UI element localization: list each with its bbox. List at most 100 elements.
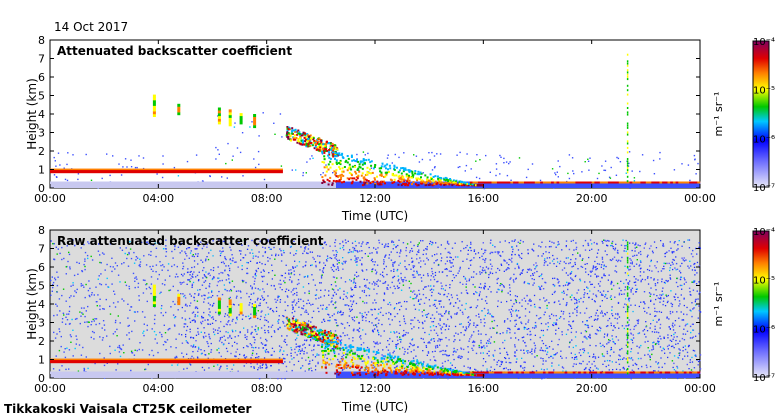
ground-layer [310,181,314,188]
noise-speck [673,347,675,349]
noise-speck [615,174,618,176]
noise-speck [509,331,511,334]
noise-speck [134,349,136,351]
noise-speck [539,317,542,319]
noise-speck [582,258,584,260]
noise-speck [574,377,576,379]
noise-speck [602,344,604,346]
noise-speck [382,276,385,278]
noise-speck [489,171,491,173]
cloud-cell [324,147,327,150]
noise-speck [534,268,536,270]
noise-speck [89,287,91,290]
noise-speck [514,352,516,354]
noise-speck [580,363,582,365]
noise-speck [631,261,633,263]
noise-speck [244,254,247,256]
noise-speck [506,174,509,177]
noise-speck [286,335,288,337]
noise-speck [165,245,167,247]
vertical-streak [626,75,629,78]
noise-speck [577,289,580,291]
noise-speck [532,327,534,329]
noise-speck [522,241,524,243]
noise-speck [228,290,231,292]
noise-speck [629,328,632,331]
noise-speck [72,284,74,286]
noise-speck [690,331,692,334]
noise-speck [357,275,360,277]
noise-speck [171,364,173,366]
cloud-cell [380,165,383,168]
noise-speck [287,305,289,307]
noise-speck [58,369,61,371]
noise-speck [484,259,486,261]
noise-speck [610,298,613,300]
noise-speck [542,360,545,362]
noise-speck [184,294,186,297]
noise-speck [98,322,101,325]
noise-speck [439,319,441,321]
noise-speck [429,342,431,344]
noise-speck [57,152,60,154]
noise-speck [173,317,176,319]
noise-speck [629,187,631,189]
noise-speck [683,328,685,330]
noise-speck [235,322,237,324]
noise-speck [624,289,626,291]
noise-speck [218,273,220,275]
noise-speck [346,297,348,299]
noise-speck [340,335,342,338]
noise-speck [237,266,239,268]
noise-speck [499,254,501,257]
ground-layer [553,181,558,188]
noise-speck [376,363,379,366]
noise-speck [144,316,146,318]
vertical-streak [626,73,629,76]
noise-speck [674,299,676,301]
noise-speck [585,330,588,333]
ground-layer [141,181,145,188]
noise-speck [150,250,152,253]
cloud-cell [393,174,396,177]
noise-speck [669,352,671,354]
noise-speck [183,326,185,328]
noise-speck [355,261,357,263]
noise-speck [124,252,126,255]
cloud-cell [341,156,344,159]
noise-speck [122,344,124,346]
noise-speck [403,318,405,320]
noise-speck [292,306,294,308]
noise-speck [439,300,441,302]
noise-speck [387,288,389,290]
noise-speck [161,243,164,245]
noise-speck [68,253,71,256]
noise-speck [237,290,240,292]
noise-speck [245,281,247,284]
noise-speck [141,241,143,244]
noise-speck [561,366,564,368]
noise-speck [446,240,449,243]
cloud-cell [329,147,332,150]
ground-layer [349,181,353,188]
cloud-cell [338,162,340,165]
noise-speck [587,242,589,245]
noise-speck [515,323,517,325]
noise-speck [232,318,234,321]
noise-speck [66,163,68,166]
noise-speck [563,267,566,269]
aerosol-streak [152,105,156,109]
noise-speck [424,286,426,288]
noise-speck [603,274,605,277]
noise-speck [189,331,191,333]
noise-speck [605,240,607,242]
noise-speck [516,349,518,351]
noise-speck [291,301,294,303]
surface-layer [564,181,568,184]
noise-speck [649,295,651,297]
ground-layer [232,181,236,188]
noise-speck [267,256,269,259]
noise-speck [369,252,371,255]
noise-speck [697,364,699,366]
noise-speck [692,281,694,283]
